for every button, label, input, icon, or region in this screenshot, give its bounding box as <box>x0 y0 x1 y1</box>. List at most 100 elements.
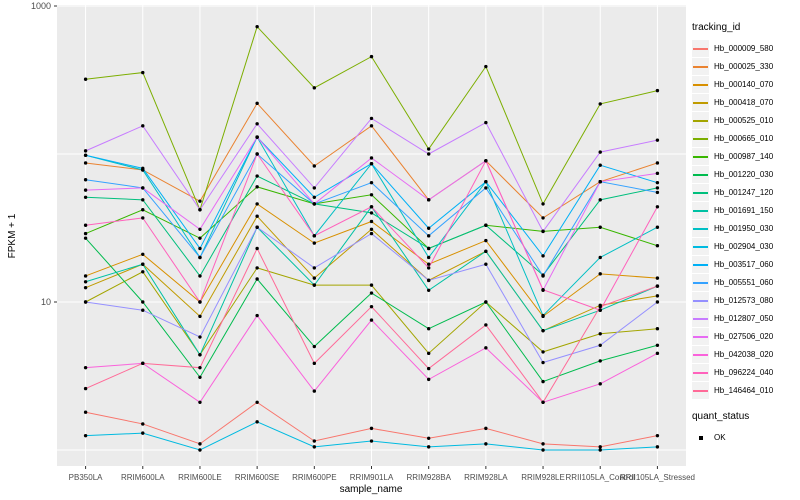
data-point <box>598 359 602 363</box>
legend-key <box>692 364 709 381</box>
legend-item-Hb_027506_020: Hb_027506_020 <box>692 328 798 345</box>
data-point <box>198 335 202 339</box>
data-point <box>484 442 488 446</box>
legend-label: Hb_000665_010 <box>714 134 774 143</box>
legend-item-Hb_000665_010: Hb_000665_010 <box>692 130 798 147</box>
data-point <box>141 208 145 212</box>
data-point <box>198 208 202 212</box>
data-point <box>141 431 145 435</box>
legend-item-Hb_001220_030: Hb_001220_030 <box>692 166 798 183</box>
data-point <box>369 124 374 128</box>
data-point <box>598 225 602 229</box>
data-point <box>484 426 488 431</box>
legend-color-line-icon <box>693 66 708 68</box>
legend-key <box>692 58 709 75</box>
legend-label: Hb_000525_010 <box>714 116 774 125</box>
x-tick-label: RRII105LA_Stressed <box>620 473 695 482</box>
data-point <box>83 365 88 370</box>
data-point <box>598 163 602 167</box>
legend: tracking_id Hb_000009_580 Hb_000025_330 Hb… <box>692 22 798 447</box>
data-point <box>484 238 488 243</box>
data-point <box>198 375 202 379</box>
data-point <box>541 202 545 206</box>
black-point-icon <box>699 436 703 440</box>
legend-label: Hb_000140_070 <box>714 80 774 89</box>
legend-color-line-icon <box>693 228 708 230</box>
data-point <box>598 343 602 347</box>
legend-key <box>692 184 709 201</box>
data-point <box>484 300 488 304</box>
data-point <box>83 410 88 414</box>
quant-legend-label: OK <box>714 433 726 442</box>
legend-label: Hb_003517_060 <box>714 260 774 269</box>
data-point <box>369 291 374 295</box>
legend-label: Hb_012807_050 <box>714 314 774 323</box>
data-point <box>198 255 202 260</box>
data-point <box>426 436 431 440</box>
data-point <box>598 332 602 336</box>
legend-label: Hb_001220_030 <box>714 170 774 179</box>
axes: 1000 10 PB350LA RRIM600LA RRIM600LE RRIM600SE… <box>31 1 695 482</box>
data-point <box>541 313 545 318</box>
data-point <box>198 353 202 357</box>
data-point <box>312 202 317 206</box>
data-point <box>141 300 145 304</box>
legend-item-Hb_003517_060: Hb_003517_060 <box>692 256 798 273</box>
data-point <box>198 274 202 278</box>
data-point <box>369 205 374 209</box>
data-point <box>141 216 145 220</box>
legend-color-line-icon <box>693 174 708 176</box>
data-point <box>83 285 88 290</box>
data-point <box>198 365 202 370</box>
data-point <box>141 186 145 190</box>
quant-legend-item: OK <box>692 429 798 446</box>
data-point <box>484 262 488 266</box>
x-tick-label: RRIM600LA <box>121 473 165 482</box>
legend-label: Hb_000418_070 <box>714 98 774 107</box>
x-tick-label: RRIM928LE <box>521 473 565 482</box>
data-point <box>541 350 545 354</box>
data-point <box>312 389 317 393</box>
legend-label: Hb_000987_140 <box>714 152 774 161</box>
legend-key <box>692 382 709 399</box>
legend-key <box>692 202 709 219</box>
data-point <box>198 442 202 446</box>
data-point <box>369 283 374 287</box>
legend-key <box>692 94 709 111</box>
data-point <box>141 198 145 202</box>
data-point <box>541 328 545 333</box>
legend-item-Hb_000418_070: Hb_000418_070 <box>692 94 798 111</box>
data-point <box>141 270 145 274</box>
data-point <box>141 262 145 266</box>
data-point <box>312 186 317 190</box>
data-point <box>255 400 259 405</box>
data-point <box>198 448 202 452</box>
data-point <box>255 135 259 139</box>
data-point <box>655 171 660 176</box>
data-point <box>83 236 88 240</box>
data-point <box>83 178 88 182</box>
data-point <box>83 280 88 284</box>
data-point <box>369 193 374 197</box>
legend-item-Hb_000987_140: Hb_000987_140 <box>692 148 798 165</box>
data-point <box>484 186 488 190</box>
legend-key <box>692 256 709 273</box>
legend-key <box>692 346 709 363</box>
data-point <box>369 116 374 121</box>
data-point <box>312 361 317 366</box>
data-point <box>198 314 202 319</box>
tracking-id-legend-title: tracking_id <box>692 22 741 33</box>
data-point <box>541 360 545 365</box>
data-point <box>598 382 602 386</box>
data-points <box>83 24 660 452</box>
data-point <box>255 24 259 29</box>
legend-label: Hb_001247_120 <box>714 188 774 197</box>
data-point <box>484 120 488 125</box>
data-point <box>198 236 202 240</box>
data-point <box>655 276 660 280</box>
data-point <box>255 214 259 218</box>
data-point <box>83 231 88 236</box>
data-point <box>655 300 660 304</box>
legend-color-line-icon <box>693 246 708 248</box>
